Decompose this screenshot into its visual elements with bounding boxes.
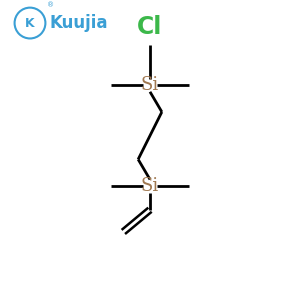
- Text: Si: Si: [141, 76, 159, 94]
- Text: ®: ®: [46, 3, 54, 9]
- Text: Kuujia: Kuujia: [50, 14, 108, 32]
- Text: Cl: Cl: [137, 15, 163, 39]
- Text: Si: Si: [141, 177, 159, 195]
- Text: K: K: [25, 16, 35, 29]
